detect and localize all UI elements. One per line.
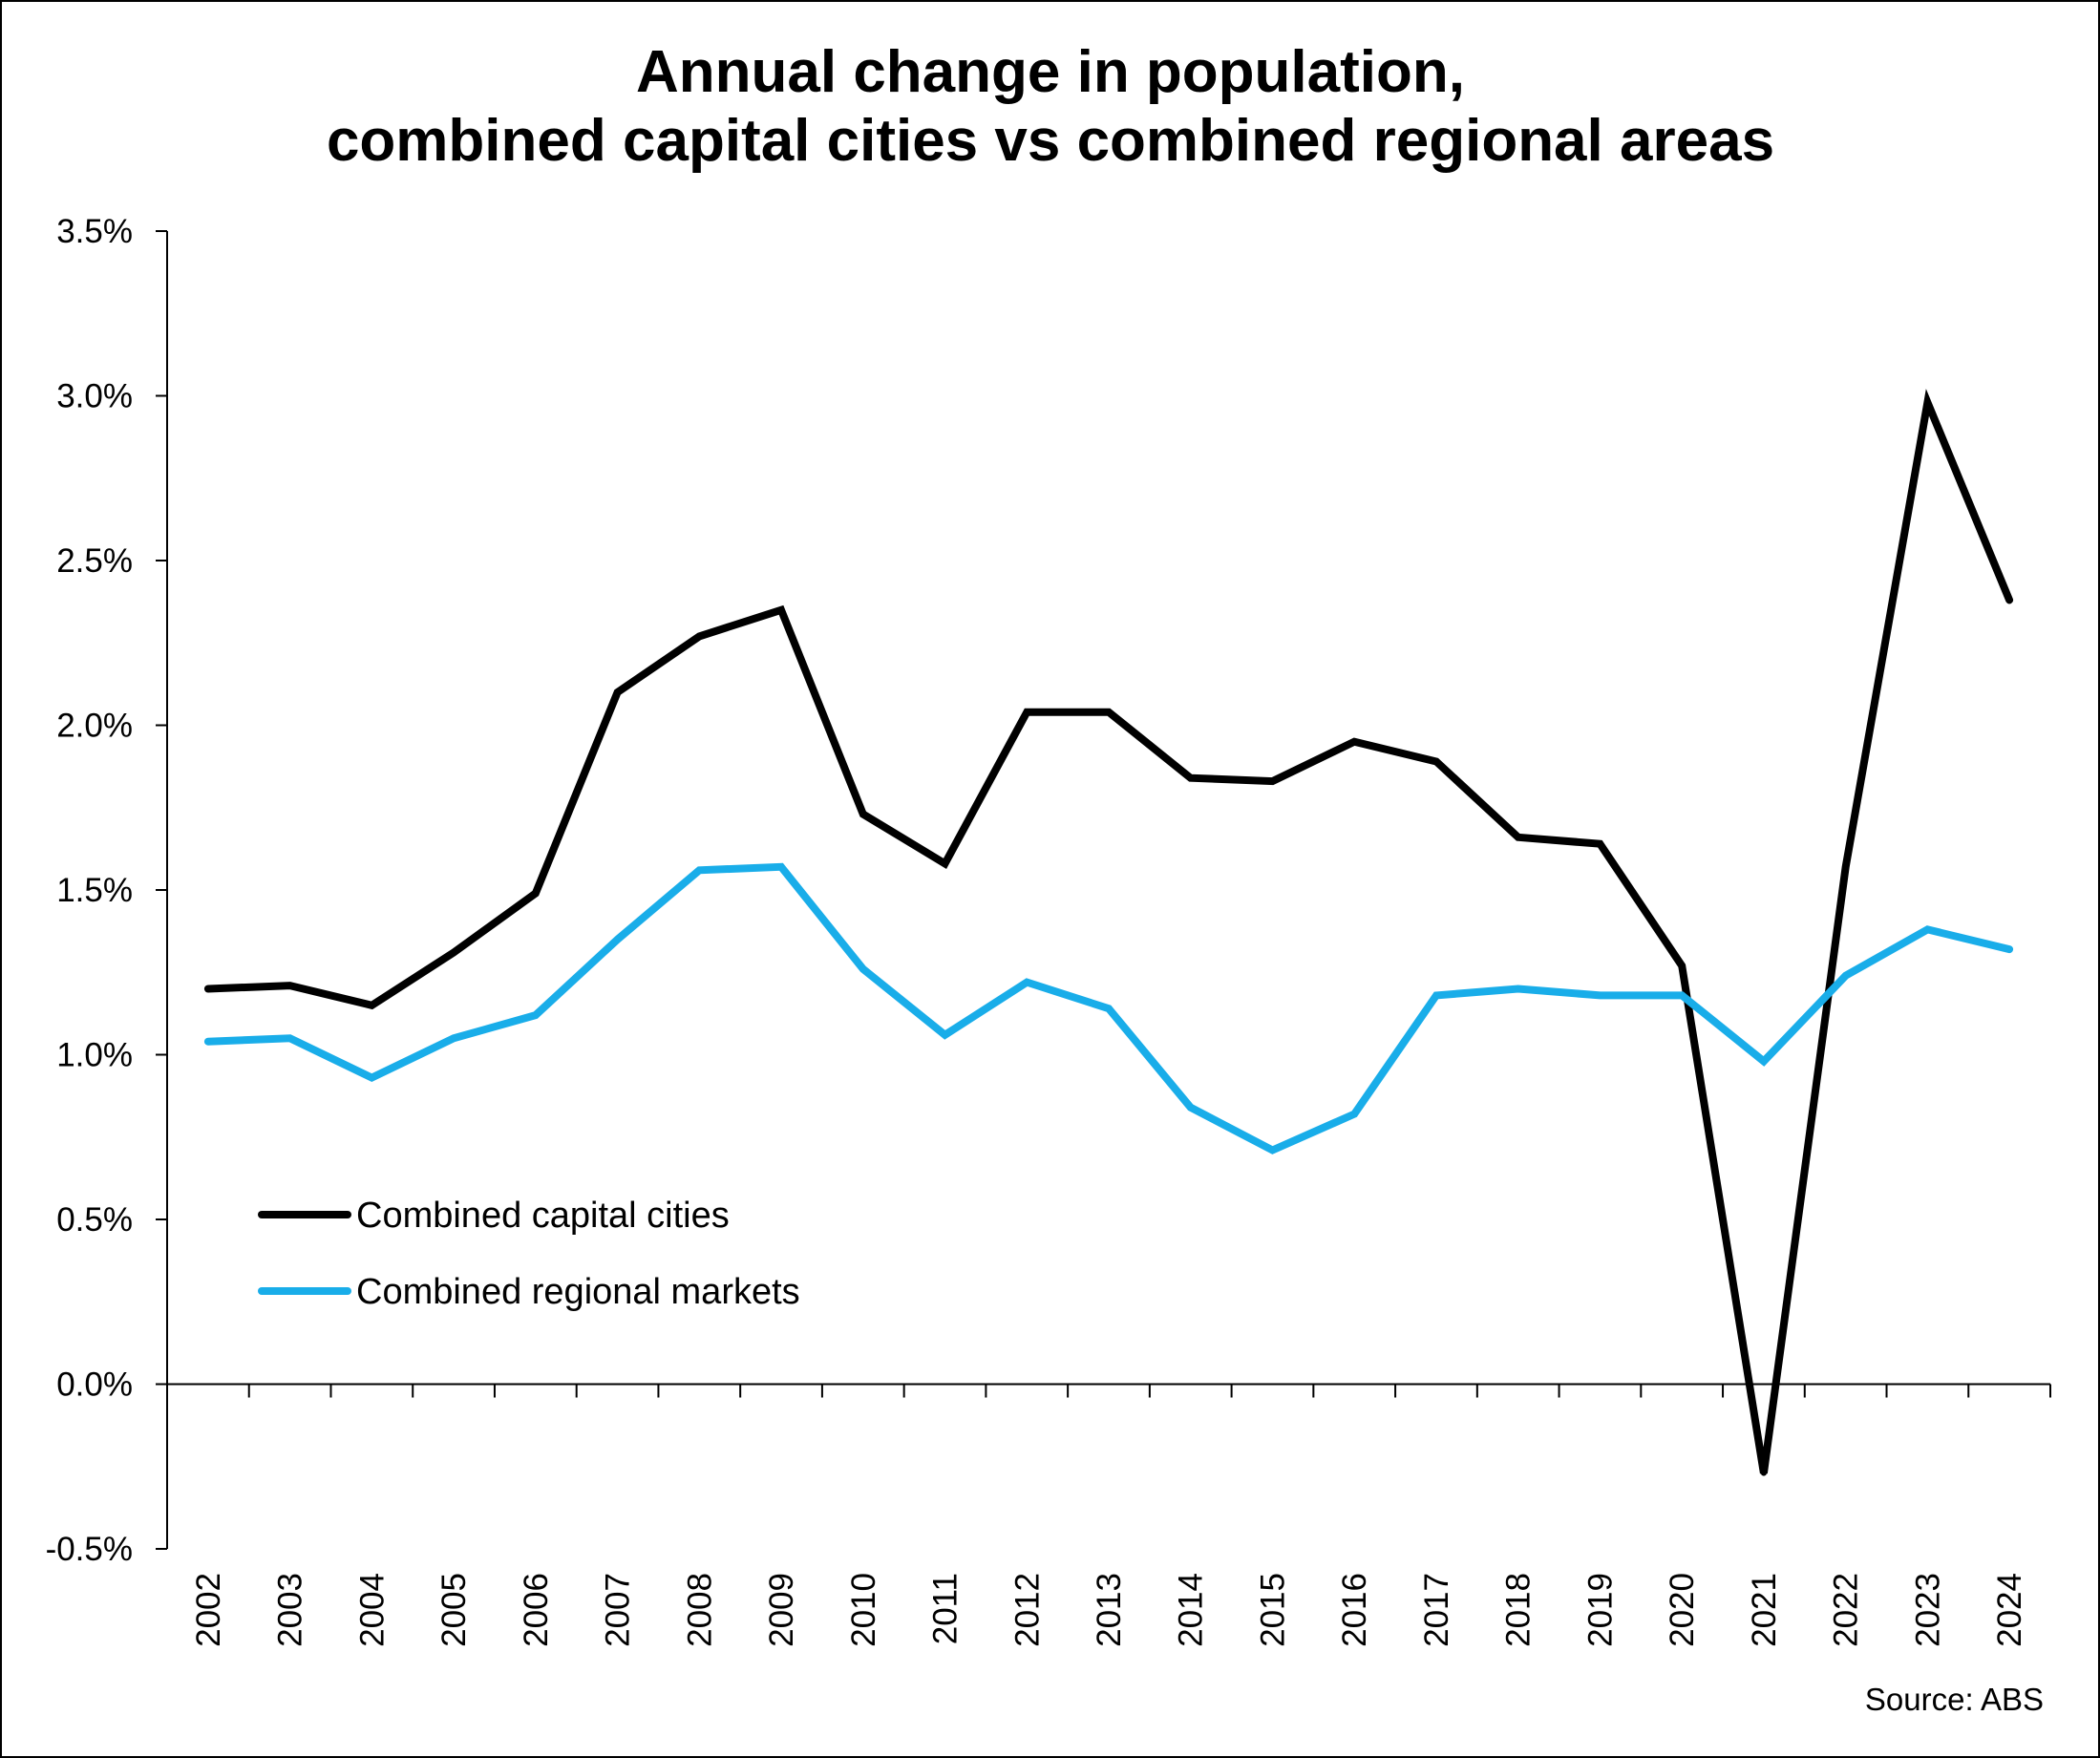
source-note: Source: ABS xyxy=(1865,1682,2044,1717)
series-group xyxy=(203,389,2014,1476)
chart-title-line-2: combined capital cities vs combined regi… xyxy=(327,108,1774,174)
x-tick-label: 2013 xyxy=(1091,1573,1128,1647)
y-tick-label: -0.5% xyxy=(46,1531,133,1568)
x-tick-label: 2005 xyxy=(435,1573,473,1647)
x-tick-label: 2015 xyxy=(1254,1573,1291,1647)
data-point xyxy=(369,1002,375,1008)
x-tick-label: 2020 xyxy=(1664,1573,1701,1647)
data-point xyxy=(369,1074,375,1081)
data-point xyxy=(778,863,785,870)
data-point xyxy=(1269,778,1276,785)
x-tick-label: 2014 xyxy=(1173,1573,1210,1647)
data-point xyxy=(286,1035,293,1042)
x-tick-label: 2003 xyxy=(272,1573,309,1647)
chart-title-line-1: Annual change in population, xyxy=(636,39,1465,105)
data-point xyxy=(696,867,703,874)
x-axis: 2002 2003 2004 2005 2006 2007 2008 2009 2010 2011… xyxy=(166,1383,2051,1647)
data-point xyxy=(778,606,785,613)
data-point xyxy=(1842,863,1849,870)
x-tick-label: 2006 xyxy=(518,1573,555,1647)
data-point xyxy=(1106,709,1112,715)
x-tick-label: 2002 xyxy=(190,1573,227,1647)
data-point xyxy=(1351,738,1358,745)
data-point xyxy=(1187,1104,1194,1111)
data-point xyxy=(696,633,703,640)
data-point xyxy=(1924,399,1931,406)
data-point xyxy=(1515,834,1521,840)
data-point xyxy=(1842,972,1849,979)
series-line xyxy=(203,389,2014,1474)
data-point xyxy=(614,936,621,943)
y-tick-label: 3.5% xyxy=(56,213,133,250)
data-point xyxy=(1432,992,1439,999)
x-tick-label: 2010 xyxy=(845,1573,882,1647)
x-tick-label: 2004 xyxy=(353,1573,391,1647)
data-point xyxy=(942,860,948,867)
data-point xyxy=(1432,758,1439,765)
x-tick-label: 2016 xyxy=(1336,1573,1373,1647)
data-point xyxy=(2006,946,2013,953)
data-point xyxy=(1679,992,1686,999)
x-tick-label: 2008 xyxy=(681,1573,718,1647)
x-tick-label: 2011 xyxy=(927,1573,965,1644)
y-tick-label: 1.0% xyxy=(56,1037,133,1074)
data-point xyxy=(1760,1470,1767,1476)
x-tick-label: 2019 xyxy=(1581,1573,1619,1647)
y-tick-label: 0.0% xyxy=(56,1366,133,1404)
data-point xyxy=(1351,1111,1358,1117)
x-tick-label: 2007 xyxy=(600,1573,637,1647)
data-point xyxy=(451,1035,457,1042)
data-point xyxy=(859,811,866,817)
data-point xyxy=(1024,979,1030,985)
x-tick-label: 2018 xyxy=(1500,1573,1538,1647)
data-point xyxy=(1024,709,1030,715)
y-axis: -0.5% 0.0% 0.5% 1.0% 1.5% 2.0% 2.5% 3.0% 3.5% xyxy=(46,213,168,1568)
data-point xyxy=(1760,1058,1767,1065)
legend-label: Combined capital cities xyxy=(356,1196,730,1236)
data-point xyxy=(859,965,866,972)
series-layer xyxy=(203,389,2014,1476)
y-tick-label: 3.0% xyxy=(56,378,133,415)
x-tick-label: 2012 xyxy=(1008,1573,1046,1647)
data-point xyxy=(1597,992,1603,999)
data-point xyxy=(1187,774,1194,781)
data-point xyxy=(532,890,539,897)
data-point xyxy=(451,949,457,956)
x-tick-label: 2023 xyxy=(1909,1573,1946,1647)
data-point xyxy=(614,689,621,695)
y-tick-label: 0.5% xyxy=(56,1201,133,1239)
x-tick-label: 2017 xyxy=(1418,1573,1455,1647)
data-point xyxy=(1269,1147,1276,1154)
y-tick-label: 2.0% xyxy=(56,708,133,745)
data-point xyxy=(1679,963,1686,969)
x-tick-label: 2022 xyxy=(1828,1573,1865,1647)
data-point xyxy=(1106,1006,1112,1012)
data-point xyxy=(1597,840,1603,847)
data-point xyxy=(1515,985,1521,992)
y-tick-label: 2.5% xyxy=(56,542,133,580)
data-point xyxy=(2006,597,2013,604)
data-point xyxy=(1924,926,1931,933)
y-tick-label: 1.5% xyxy=(56,872,133,909)
legend: Combined capital cities Combined regional… xyxy=(258,1196,800,1312)
data-point xyxy=(204,985,211,992)
x-tick-label: 2009 xyxy=(763,1573,800,1647)
x-tick-label: 2021 xyxy=(1746,1573,1783,1647)
data-point xyxy=(532,1012,539,1019)
series-group xyxy=(203,862,2014,1154)
x-tick-label: 2024 xyxy=(1991,1573,2028,1647)
data-point xyxy=(942,1031,948,1038)
legend-label: Combined regional markets xyxy=(356,1272,800,1312)
data-point xyxy=(204,1038,211,1045)
data-point xyxy=(286,983,293,989)
